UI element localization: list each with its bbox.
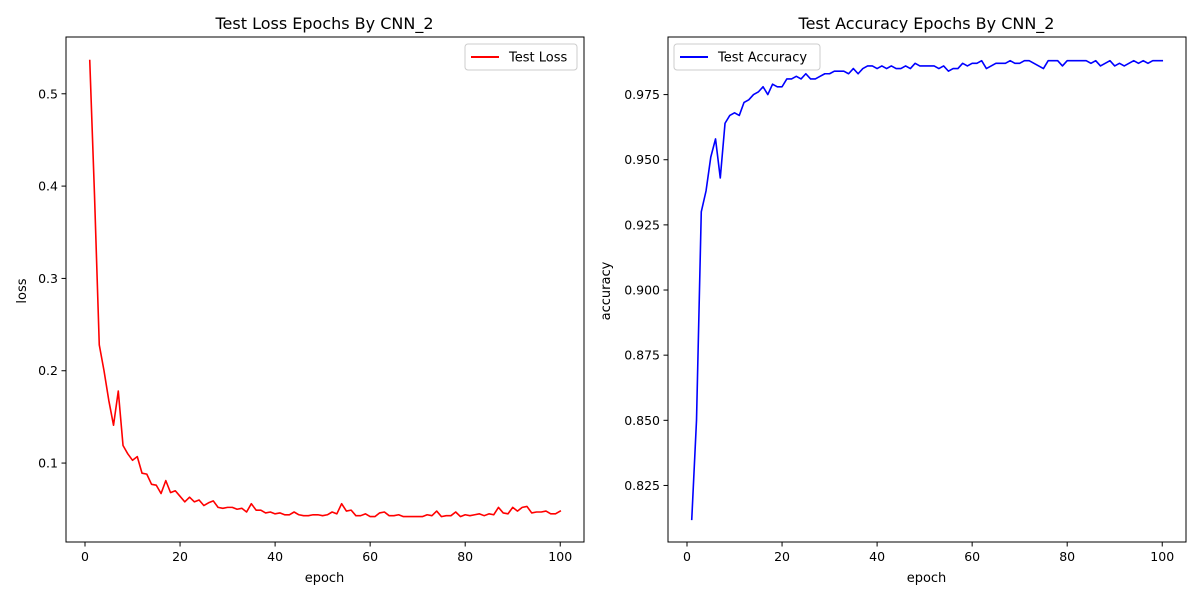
y-tick-label: 0.975 (624, 87, 660, 102)
y-tick-label: 0.900 (624, 283, 660, 298)
y-tick-label: 0.3 (38, 271, 58, 286)
tick-group: 0 20 40 60 80 100 0.1 0.2 0.3 0.4 0.5 (38, 86, 572, 564)
y-tick-label: 0.925 (624, 217, 660, 232)
y-axis-label: accuracy (599, 261, 614, 320)
x-tick-label: 40 (267, 549, 283, 564)
legend-box (673, 43, 821, 71)
series-line (88, 59, 562, 518)
x-tick-label: 20 (774, 549, 790, 564)
axes-frame (667, 36, 1187, 543)
x-tick-label: 100 (548, 549, 572, 564)
x-tick-label: 0 (81, 549, 89, 564)
chart-title: Test Loss Epochs By CNN_2 (214, 14, 433, 34)
x-tick-label: 60 (362, 549, 378, 564)
x-tick-label: 100 (1150, 549, 1174, 564)
legend-box (464, 43, 578, 71)
plot-area (690, 59, 1164, 521)
x-tick-label: 60 (964, 549, 980, 564)
series-line (690, 59, 1164, 521)
x-axis-label: epoch (907, 571, 947, 586)
y-tick-label: 0.1 (38, 456, 58, 471)
x-tick-label: 80 (1059, 549, 1075, 564)
y-tick-label: 0.825 (624, 478, 660, 493)
legend-label-test-accuracy: Test Accuracy (717, 51, 807, 66)
x-tick-label: 20 (172, 549, 188, 564)
x-tick-label: 0 (683, 549, 691, 564)
loss-chart: Test Loss Epochs By CNN_2 0 20 40 60 80 100 0.… (15, 14, 585, 586)
legend: Test Accuracy (673, 43, 821, 71)
legend: Test Loss (464, 43, 578, 71)
y-tick-label: 0.2 (38, 363, 58, 378)
tick-group: 0 20 40 60 80 100 0.825 0.850 0.875 0.900 0.925 0.9… (624, 87, 1174, 564)
axes-frame (65, 36, 585, 543)
legend-label-test-loss: Test Loss (508, 51, 567, 66)
y-tick-label: 0.4 (38, 179, 58, 194)
y-tick-label: 0.875 (624, 348, 660, 363)
plot-area (88, 59, 562, 518)
y-axis-label: loss (15, 278, 30, 303)
accuracy-chart: Test Accuracy Epochs By CNN_2 0 20 40 60 80 1… (599, 14, 1187, 586)
y-tick-label: 0.5 (38, 86, 58, 101)
chart-title: Test Accuracy Epochs By CNN_2 (798, 14, 1055, 34)
y-tick-label: 0.850 (624, 413, 660, 428)
x-axis-label: epoch (305, 571, 345, 586)
x-tick-label: 80 (457, 549, 473, 564)
y-tick-label: 0.950 (624, 152, 660, 167)
x-tick-label: 40 (869, 549, 885, 564)
